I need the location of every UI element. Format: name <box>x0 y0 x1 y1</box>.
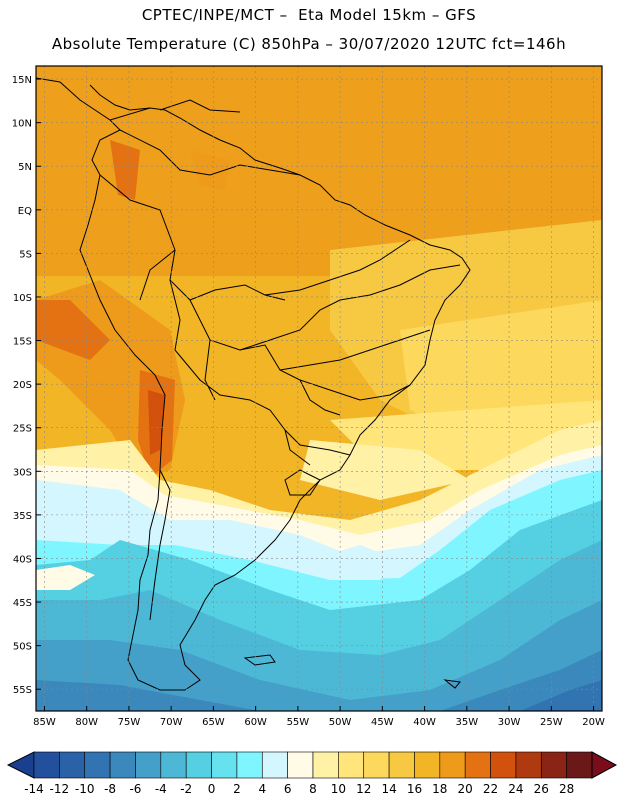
longitude-labels: 85W 80W 75W 70W 65W 60W 55W 50W 45W 40W 35W 30W 25W 2… <box>33 706 605 728</box>
colorbar-label: -8 <box>104 782 116 796</box>
colorbar-label: -10 <box>75 782 95 796</box>
colorbar-swatch <box>236 751 263 779</box>
colorbar-swatch <box>414 751 441 779</box>
colorbar-label: 8 <box>309 782 317 796</box>
longitude-label: 50W <box>329 717 352 728</box>
colorbar-swatch <box>566 751 593 779</box>
colorbar-swatch <box>515 751 542 779</box>
colorbar-swatch <box>490 751 517 779</box>
latitude-label: 10S <box>13 293 32 304</box>
latitude-labels: 15N 10N 5N EQ 5S 10S 15S 20S 25S 30S 35S 40S 45S 50S 5… <box>12 75 41 696</box>
latitude-label: 45S <box>13 598 32 609</box>
colorbar-label: 12 <box>356 782 371 796</box>
longitude-label: 30W <box>498 717 521 728</box>
longitude-label: 55W <box>287 717 310 728</box>
colorbar-low-arrow <box>6 751 35 779</box>
longitude-label: 80W <box>75 717 98 728</box>
colorbar-swatch <box>84 751 111 779</box>
colorbar-swatch <box>439 751 466 779</box>
colorbar-swatch <box>363 751 390 779</box>
latitude-label: 5S <box>19 249 32 260</box>
latitude-label: EQ <box>18 206 32 217</box>
colorbar-label: 6 <box>284 782 292 796</box>
colorbar-swatch <box>211 751 238 779</box>
colorbar-swatch <box>160 751 187 779</box>
colorbar-label: -2 <box>180 782 192 796</box>
longitude-label: 60W <box>244 717 267 728</box>
colorbar-label: 28 <box>559 782 574 796</box>
latitude-label: 15S <box>13 337 32 348</box>
colorbar-swatch <box>109 751 136 779</box>
colorbar-swatch <box>59 751 86 779</box>
longitude-label: 45W <box>371 717 394 728</box>
colorbar-swatch <box>388 751 415 779</box>
colorbar-swatch <box>312 751 339 779</box>
colorbar-label: 10 <box>331 782 346 796</box>
colorbar-swatch <box>135 751 162 779</box>
longitude-label: 70W <box>160 717 183 728</box>
colorbar-label: 4 <box>258 782 266 796</box>
colorbar-label: 14 <box>381 782 396 796</box>
latitude-label: 55S <box>13 685 32 696</box>
temperature-field <box>36 66 602 711</box>
latitude-label: 40S <box>13 554 32 565</box>
longitude-label: 35W <box>456 717 479 728</box>
longitude-label: 75W <box>118 717 141 728</box>
colorbar-label: 22 <box>483 782 498 796</box>
colorbar-label: -6 <box>129 782 141 796</box>
latitude-label: 50S <box>13 642 32 653</box>
colorbar-swatch <box>540 751 567 779</box>
colorbar-swatch <box>261 751 288 779</box>
color-scale-legend: -14 -12 -10 -8 -6 -4 -2 0 2 4 6 8 10 12 14 16 18 20 22 24 26… <box>6 751 618 796</box>
latitude-label: 5N <box>18 162 32 173</box>
colorbar-label: 24 <box>508 782 523 796</box>
longitude-label: 25W <box>540 717 563 728</box>
colorbar-high-arrow <box>591 751 618 779</box>
colorbar-swatch <box>185 751 212 779</box>
map-title-line-1: CPTEC/INPE/MCT – Eta Model 15km – GFS <box>141 6 477 24</box>
longitude-label: 40W <box>413 717 436 728</box>
latitude-label: 10N <box>12 119 32 130</box>
colorbar-swatch <box>287 751 314 779</box>
latitude-label: 25S <box>13 424 32 435</box>
plot-frame <box>35 65 603 712</box>
colorbar-label: -4 <box>155 782 167 796</box>
colorbar-swatch <box>33 751 60 779</box>
map-title-line-2: Absolute Temperature (C) 850hPa – 30/07/… <box>51 35 567 53</box>
colorbar-label: -12 <box>50 782 70 796</box>
latitude-label: 30S <box>13 467 32 478</box>
grid-lines <box>36 66 602 711</box>
latitude-label: 15N <box>12 75 32 86</box>
colorbar-label: 26 <box>534 782 549 796</box>
longitude-label: 65W <box>202 717 225 728</box>
latitude-label: 35S <box>13 511 32 522</box>
colorbar-swatch <box>338 751 365 779</box>
colorbar-label: 18 <box>432 782 447 796</box>
longitude-label: 85W <box>33 717 56 728</box>
colorbar-label: 16 <box>407 782 422 796</box>
longitude-label: 20W <box>582 717 605 728</box>
latitude-label: 20S <box>13 380 32 391</box>
colorbar-label: 2 <box>233 782 241 796</box>
colorbar-label: -14 <box>24 782 44 796</box>
colorbar-swatch <box>464 751 491 779</box>
colorbar-label: 20 <box>458 782 473 796</box>
colorbar-label: 0 <box>208 782 216 796</box>
